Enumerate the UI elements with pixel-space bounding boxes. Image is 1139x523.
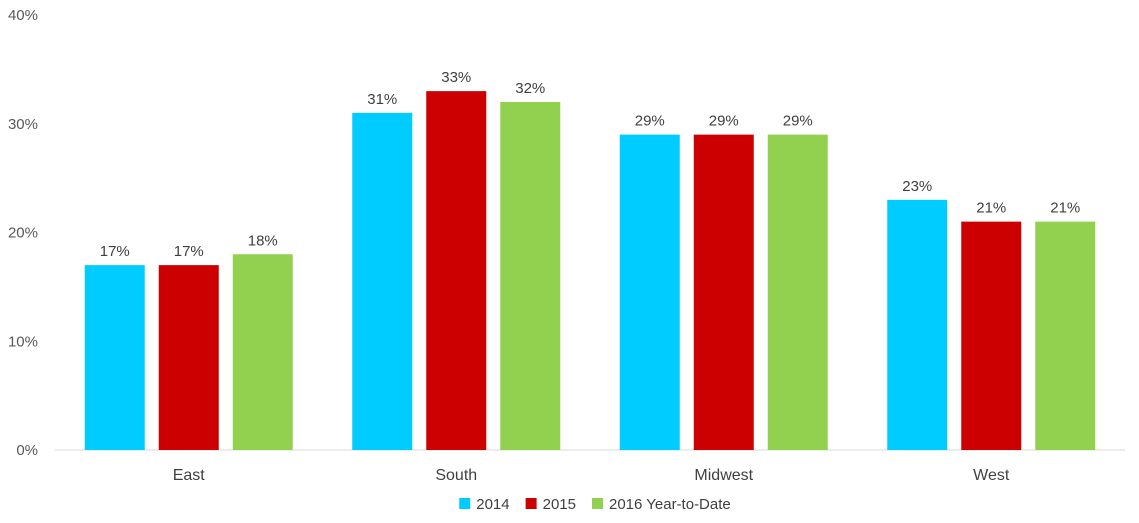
data-label: 17% <box>100 243 130 260</box>
x-axis: East South Midwest West <box>173 467 1010 484</box>
data-label: 23% <box>902 178 932 195</box>
data-label: 29% <box>709 113 739 130</box>
y-tick-label: 40% <box>8 7 38 24</box>
x-category-label: Midwest <box>694 467 753 484</box>
y-tick-label: 20% <box>8 225 38 242</box>
legend-label: 2015 <box>543 496 576 513</box>
data-label: 21% <box>976 200 1006 217</box>
bar-midwest-2016-year-to-date <box>767 134 828 450</box>
data-label: 31% <box>367 91 397 108</box>
y-tick-label: 0% <box>16 442 38 459</box>
bar-west-2016-year-to-date <box>1035 221 1096 450</box>
data-label: 29% <box>783 113 813 130</box>
data-label: 18% <box>248 232 278 249</box>
data-labels: 17% 17% 18% 31% 33% 32% 29% 29% 29% 23% 21% 21% <box>100 69 1081 260</box>
y-tick-label: 10% <box>8 333 38 350</box>
bar-south-2015 <box>426 91 487 450</box>
data-label: 17% <box>174 243 204 260</box>
x-category-label: East <box>173 467 206 484</box>
data-label: 29% <box>635 113 665 130</box>
y-tick-label: 30% <box>8 116 38 133</box>
bar-east-2016-year-to-date <box>232 254 293 450</box>
bar-south-2014 <box>352 112 413 450</box>
bar-south-2016-year-to-date <box>500 102 561 450</box>
x-category-label: South <box>435 467 477 484</box>
bar-west-2014 <box>887 199 948 450</box>
data-label: 32% <box>515 80 545 97</box>
legend-swatch <box>591 498 603 509</box>
data-label: 21% <box>1050 200 1080 217</box>
bars <box>84 91 1096 450</box>
bar-west-2015 <box>961 221 1022 450</box>
legend: 2014 2015 2016 Year-to-Date <box>459 496 731 513</box>
legend-swatch <box>459 498 471 509</box>
legend-label: 2014 <box>476 496 509 513</box>
bar-midwest-2014 <box>619 134 680 450</box>
bar-midwest-2015 <box>693 134 754 450</box>
legend-swatch <box>525 498 537 509</box>
bar-east-2014 <box>84 265 145 450</box>
x-category-label: West <box>973 467 1010 484</box>
legend-label: 2016 Year-to-Date <box>609 496 731 513</box>
data-label: 33% <box>441 69 471 86</box>
bar-east-2015 <box>158 265 219 450</box>
y-axis: 0% 10% 20% 30% 40% <box>8 7 38 459</box>
